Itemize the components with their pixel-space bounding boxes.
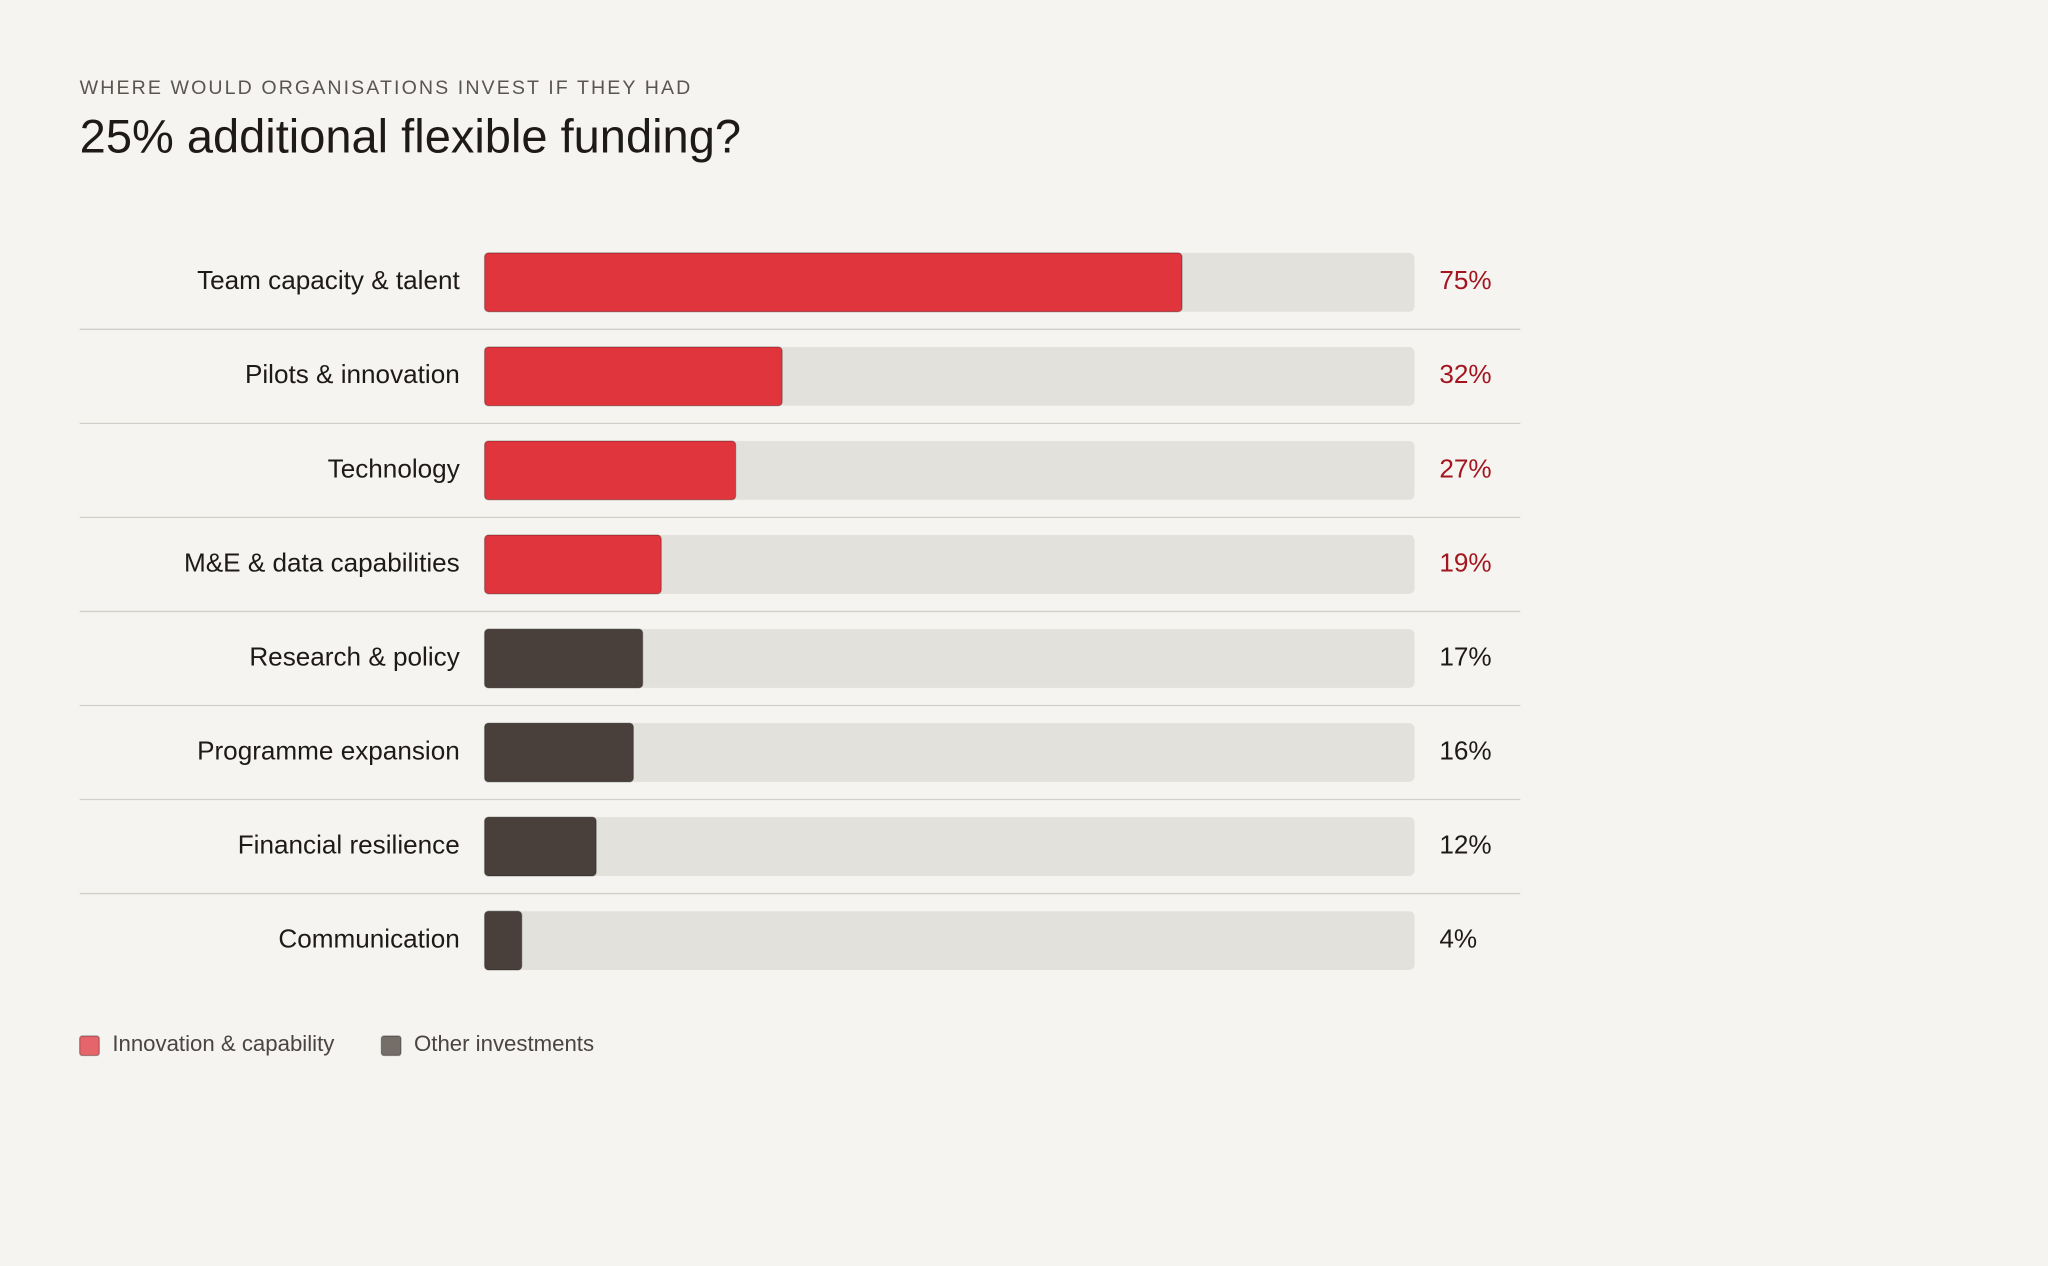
category-label: Programme expansion — [197, 735, 460, 765]
value-label: 4% — [1439, 923, 1477, 953]
bar-track — [484, 723, 1415, 782]
value-label: 32% — [1439, 359, 1491, 389]
bar-track — [484, 535, 1415, 594]
bar — [483, 910, 523, 971]
bar — [483, 722, 635, 783]
category-label: Technology — [328, 453, 460, 483]
bar — [483, 816, 597, 877]
value-label: 17% — [1439, 641, 1491, 671]
category-label: Communication — [278, 923, 459, 953]
legend-swatch — [79, 1035, 100, 1057]
chart-title: 25% additional flexible funding? — [80, 109, 741, 162]
category-label: Financial resilience — [238, 829, 460, 859]
chart-subtitle: WHERE WOULD ORGANISATIONS INVEST IF THEY… — [80, 77, 693, 99]
bar-track — [484, 817, 1415, 876]
bar — [483, 252, 1183, 313]
value-label: 27% — [1439, 453, 1491, 483]
category-label: Research & policy — [249, 641, 459, 671]
legend-swatch — [380, 1035, 402, 1057]
legend-label: Other investments — [414, 1031, 594, 1056]
bar — [483, 346, 783, 407]
bar-track — [484, 911, 1415, 970]
category-label: M&E & data capabilities — [184, 547, 460, 577]
value-label: 12% — [1439, 829, 1491, 859]
bar — [483, 534, 662, 595]
bar-track — [484, 629, 1415, 688]
category-label: Pilots & innovation — [245, 359, 460, 389]
category-label: Team capacity & talent — [197, 265, 460, 295]
value-label: 19% — [1439, 547, 1491, 577]
bar — [483, 440, 737, 501]
value-label: 75% — [1439, 265, 1491, 295]
legend-label: Innovation & capability — [112, 1031, 335, 1056]
bar — [483, 628, 644, 689]
value-label: 16% — [1439, 735, 1491, 765]
